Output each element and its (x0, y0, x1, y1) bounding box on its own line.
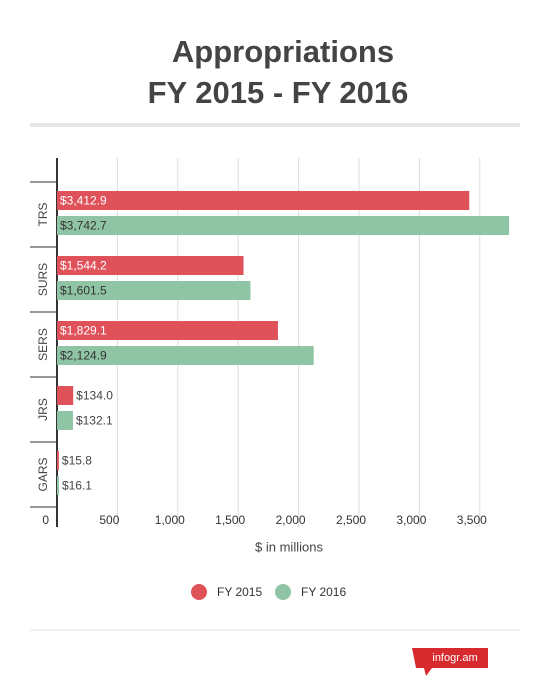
data-label: $3,742.7 (60, 219, 107, 233)
bar (57, 386, 74, 405)
bar (57, 216, 510, 235)
legend-label: FY 2016 (301, 585, 346, 599)
y-tick-label: JRS (36, 398, 50, 421)
legend-swatch (275, 584, 291, 600)
logo-badge (412, 648, 488, 676)
data-label: $3,412.9 (60, 194, 107, 208)
bar (57, 476, 59, 495)
data-label: $15.8 (62, 454, 92, 468)
y-tick-label: GARS (36, 457, 50, 491)
logo: infogr.am (432, 652, 477, 664)
data-label: $132.1 (76, 414, 113, 428)
bar (57, 191, 470, 210)
data-label: $2,124.9 (60, 349, 107, 363)
y-tick-label: TRS (36, 203, 50, 227)
bar (57, 411, 73, 430)
x-tick-label: 1,000 (155, 513, 185, 527)
x-tick-label: 3,500 (457, 513, 487, 527)
chart-subtitle: FY 2015 - FY 2016 (148, 75, 409, 110)
x-axis-label: $ in millions (255, 539, 323, 554)
data-label: $1,601.5 (60, 284, 107, 298)
legend-label: FY 2015 (217, 585, 262, 599)
x-tick-label: 0 (42, 513, 49, 527)
data-label: $1,544.2 (60, 259, 107, 273)
bar (57, 256, 244, 275)
data-label: $1,829.1 (60, 324, 107, 338)
data-label: $134.0 (76, 389, 113, 403)
legend-swatch (191, 584, 207, 600)
y-tick-label: SERS (36, 328, 50, 361)
title-rule (30, 123, 520, 127)
chart-title: Appropriations (172, 34, 394, 69)
y-tick-label: SURS (36, 263, 50, 296)
bar (57, 346, 314, 365)
bar (57, 281, 251, 300)
x-tick-label: 3,000 (396, 513, 426, 527)
x-tick-label: 2,000 (276, 513, 306, 527)
data-label: $16.1 (62, 479, 92, 493)
bar (57, 451, 59, 470)
x-tick-label: 2,500 (336, 513, 366, 527)
x-tick-label: 500 (99, 513, 119, 527)
bar (57, 321, 278, 340)
x-tick-label: 1,500 (215, 513, 245, 527)
